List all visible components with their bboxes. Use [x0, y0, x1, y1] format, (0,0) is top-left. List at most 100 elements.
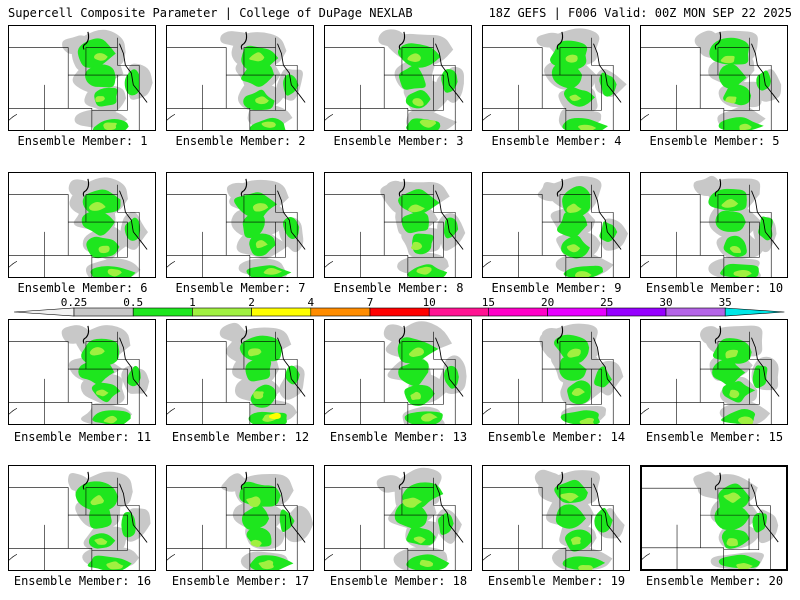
- ensemble-panel-15[interactable]: [640, 319, 788, 425]
- parameter-lightgreen-band: [566, 203, 592, 277]
- river-line: [119, 483, 148, 543]
- colorbar-tick-label: 30: [659, 297, 672, 309]
- ensemble-panel-16[interactable]: [8, 465, 156, 571]
- colorbar-swatch: [606, 307, 667, 317]
- parameter-lightgreen-band: [90, 495, 124, 570]
- hook-mark: [714, 472, 722, 491]
- river-line: [277, 337, 306, 397]
- state-boundaries: [642, 478, 771, 569]
- ensemble-member-label: Ensemble Member: 9: [491, 281, 622, 295]
- ensemble-member-label: Ensemble Member: 6: [17, 281, 148, 295]
- colorbar-tick-label: 7: [367, 297, 374, 309]
- ensemble-panel-10[interactable]: [640, 172, 788, 278]
- forecast-map: [483, 469, 625, 570]
- river-line: [750, 484, 779, 543]
- river-line: [593, 337, 622, 397]
- colorbar-tick-label: 20: [541, 297, 554, 309]
- hook-mark: [240, 178, 248, 197]
- colorbar-tick-label: 0.25: [61, 297, 88, 309]
- parameter-green-band: [712, 338, 768, 424]
- river-line: [277, 190, 306, 250]
- ensemble-panel-13[interactable]: [324, 319, 472, 425]
- ensemble-member-label: Ensemble Member: 10: [645, 281, 784, 295]
- coast-line: [483, 407, 492, 415]
- state-boundaries: [483, 184, 614, 277]
- coast-line: [483, 553, 492, 561]
- state-boundaries: [9, 331, 140, 424]
- colorbar-swatch: [192, 307, 252, 317]
- ensemble-member-label: Ensemble Member: 4: [491, 134, 622, 148]
- state-boundaries: [641, 331, 772, 424]
- river-line: [751, 43, 780, 103]
- ensemble-panel-18[interactable]: [324, 465, 472, 571]
- forecast-map: [483, 176, 629, 277]
- forecast-map: [325, 29, 464, 130]
- ensemble-panel-11[interactable]: [8, 319, 156, 425]
- colorbar-swatch: [665, 307, 726, 317]
- forecast-map: [167, 322, 306, 424]
- parameter-lightgreen-band: [408, 204, 432, 275]
- ensemble-member-label: Ensemble Member: 1: [17, 134, 148, 148]
- ensemble-panel-8[interactable]: [324, 172, 472, 278]
- parameter-lightgreen-band: [721, 198, 752, 277]
- state-boundaries: [325, 184, 456, 277]
- parameter-lightgreen-band: [720, 55, 752, 130]
- colorbar-swatch: [488, 307, 548, 317]
- coast-line: [167, 260, 176, 268]
- river-line: [435, 190, 464, 250]
- coast-line: [641, 260, 650, 268]
- parameter-green-band: [398, 189, 459, 277]
- state-boundaries: [9, 184, 140, 277]
- parameter-lightgreen-band: [252, 203, 283, 275]
- colorbar-swatch: [132, 307, 193, 317]
- forecast-map: [9, 471, 151, 570]
- parameter-lightgreen-band: [249, 52, 276, 128]
- hook-mark: [240, 471, 248, 490]
- coast-line: [325, 260, 334, 268]
- state-boundaries: [325, 331, 456, 424]
- river-line: [593, 43, 622, 103]
- ensemble-panel-2[interactable]: [166, 25, 314, 131]
- hook-mark: [240, 31, 248, 50]
- ensemble-panel-4[interactable]: [482, 25, 630, 131]
- parameter-lightgreen-band: [408, 347, 438, 422]
- colorbar-swatch: [428, 307, 489, 317]
- ensemble-member-label: Ensemble Member: 5: [649, 134, 780, 148]
- coast-line: [325, 407, 334, 415]
- state-boundaries: [641, 37, 772, 130]
- parameter-green-band: [709, 37, 772, 130]
- colorbar-swatch: [369, 307, 430, 317]
- ensemble-panel-12[interactable]: [166, 319, 314, 425]
- ensemble-panel-7[interactable]: [166, 172, 314, 278]
- forecast-map: [9, 177, 148, 277]
- hook-mark: [556, 471, 564, 490]
- ensemble-panel-20[interactable]: [640, 465, 788, 571]
- ensemble-member-label: Ensemble Member: 18: [329, 574, 468, 588]
- river-line: [435, 43, 464, 103]
- coast-line: [641, 407, 650, 415]
- parameter-green-band: [77, 38, 140, 130]
- colorbar-tick-label: 2: [248, 297, 255, 309]
- parameter-green-band: [397, 337, 459, 424]
- forecast-map: [483, 323, 624, 424]
- ensemble-panel-17[interactable]: [166, 465, 314, 571]
- hook-mark: [398, 325, 406, 344]
- ensemble-member-label: Ensemble Member: 12: [171, 430, 310, 444]
- ensemble-panel-9[interactable]: [482, 172, 630, 278]
- ensemble-member-label: Ensemble Member: 15: [645, 430, 784, 444]
- colorbar-swatch: [310, 307, 371, 317]
- ensemble-panel-19[interactable]: [482, 465, 630, 571]
- state-boundaries: [325, 37, 456, 130]
- ensemble-panel-1[interactable]: [8, 25, 156, 131]
- ensemble-panel-14[interactable]: [482, 319, 630, 425]
- ensemble-panel-6[interactable]: [8, 172, 156, 278]
- state-boundaries: [167, 37, 298, 130]
- ensemble-panel-5[interactable]: [640, 25, 788, 131]
- colorbar-over-arrow: [724, 307, 785, 317]
- river-line: [119, 337, 148, 397]
- ensemble-member-label: Ensemble Member: 11: [13, 430, 152, 444]
- ensemble-panel-3[interactable]: [324, 25, 472, 131]
- hook-mark: [398, 31, 406, 50]
- coast-line: [642, 553, 650, 560]
- river-line: [593, 483, 622, 543]
